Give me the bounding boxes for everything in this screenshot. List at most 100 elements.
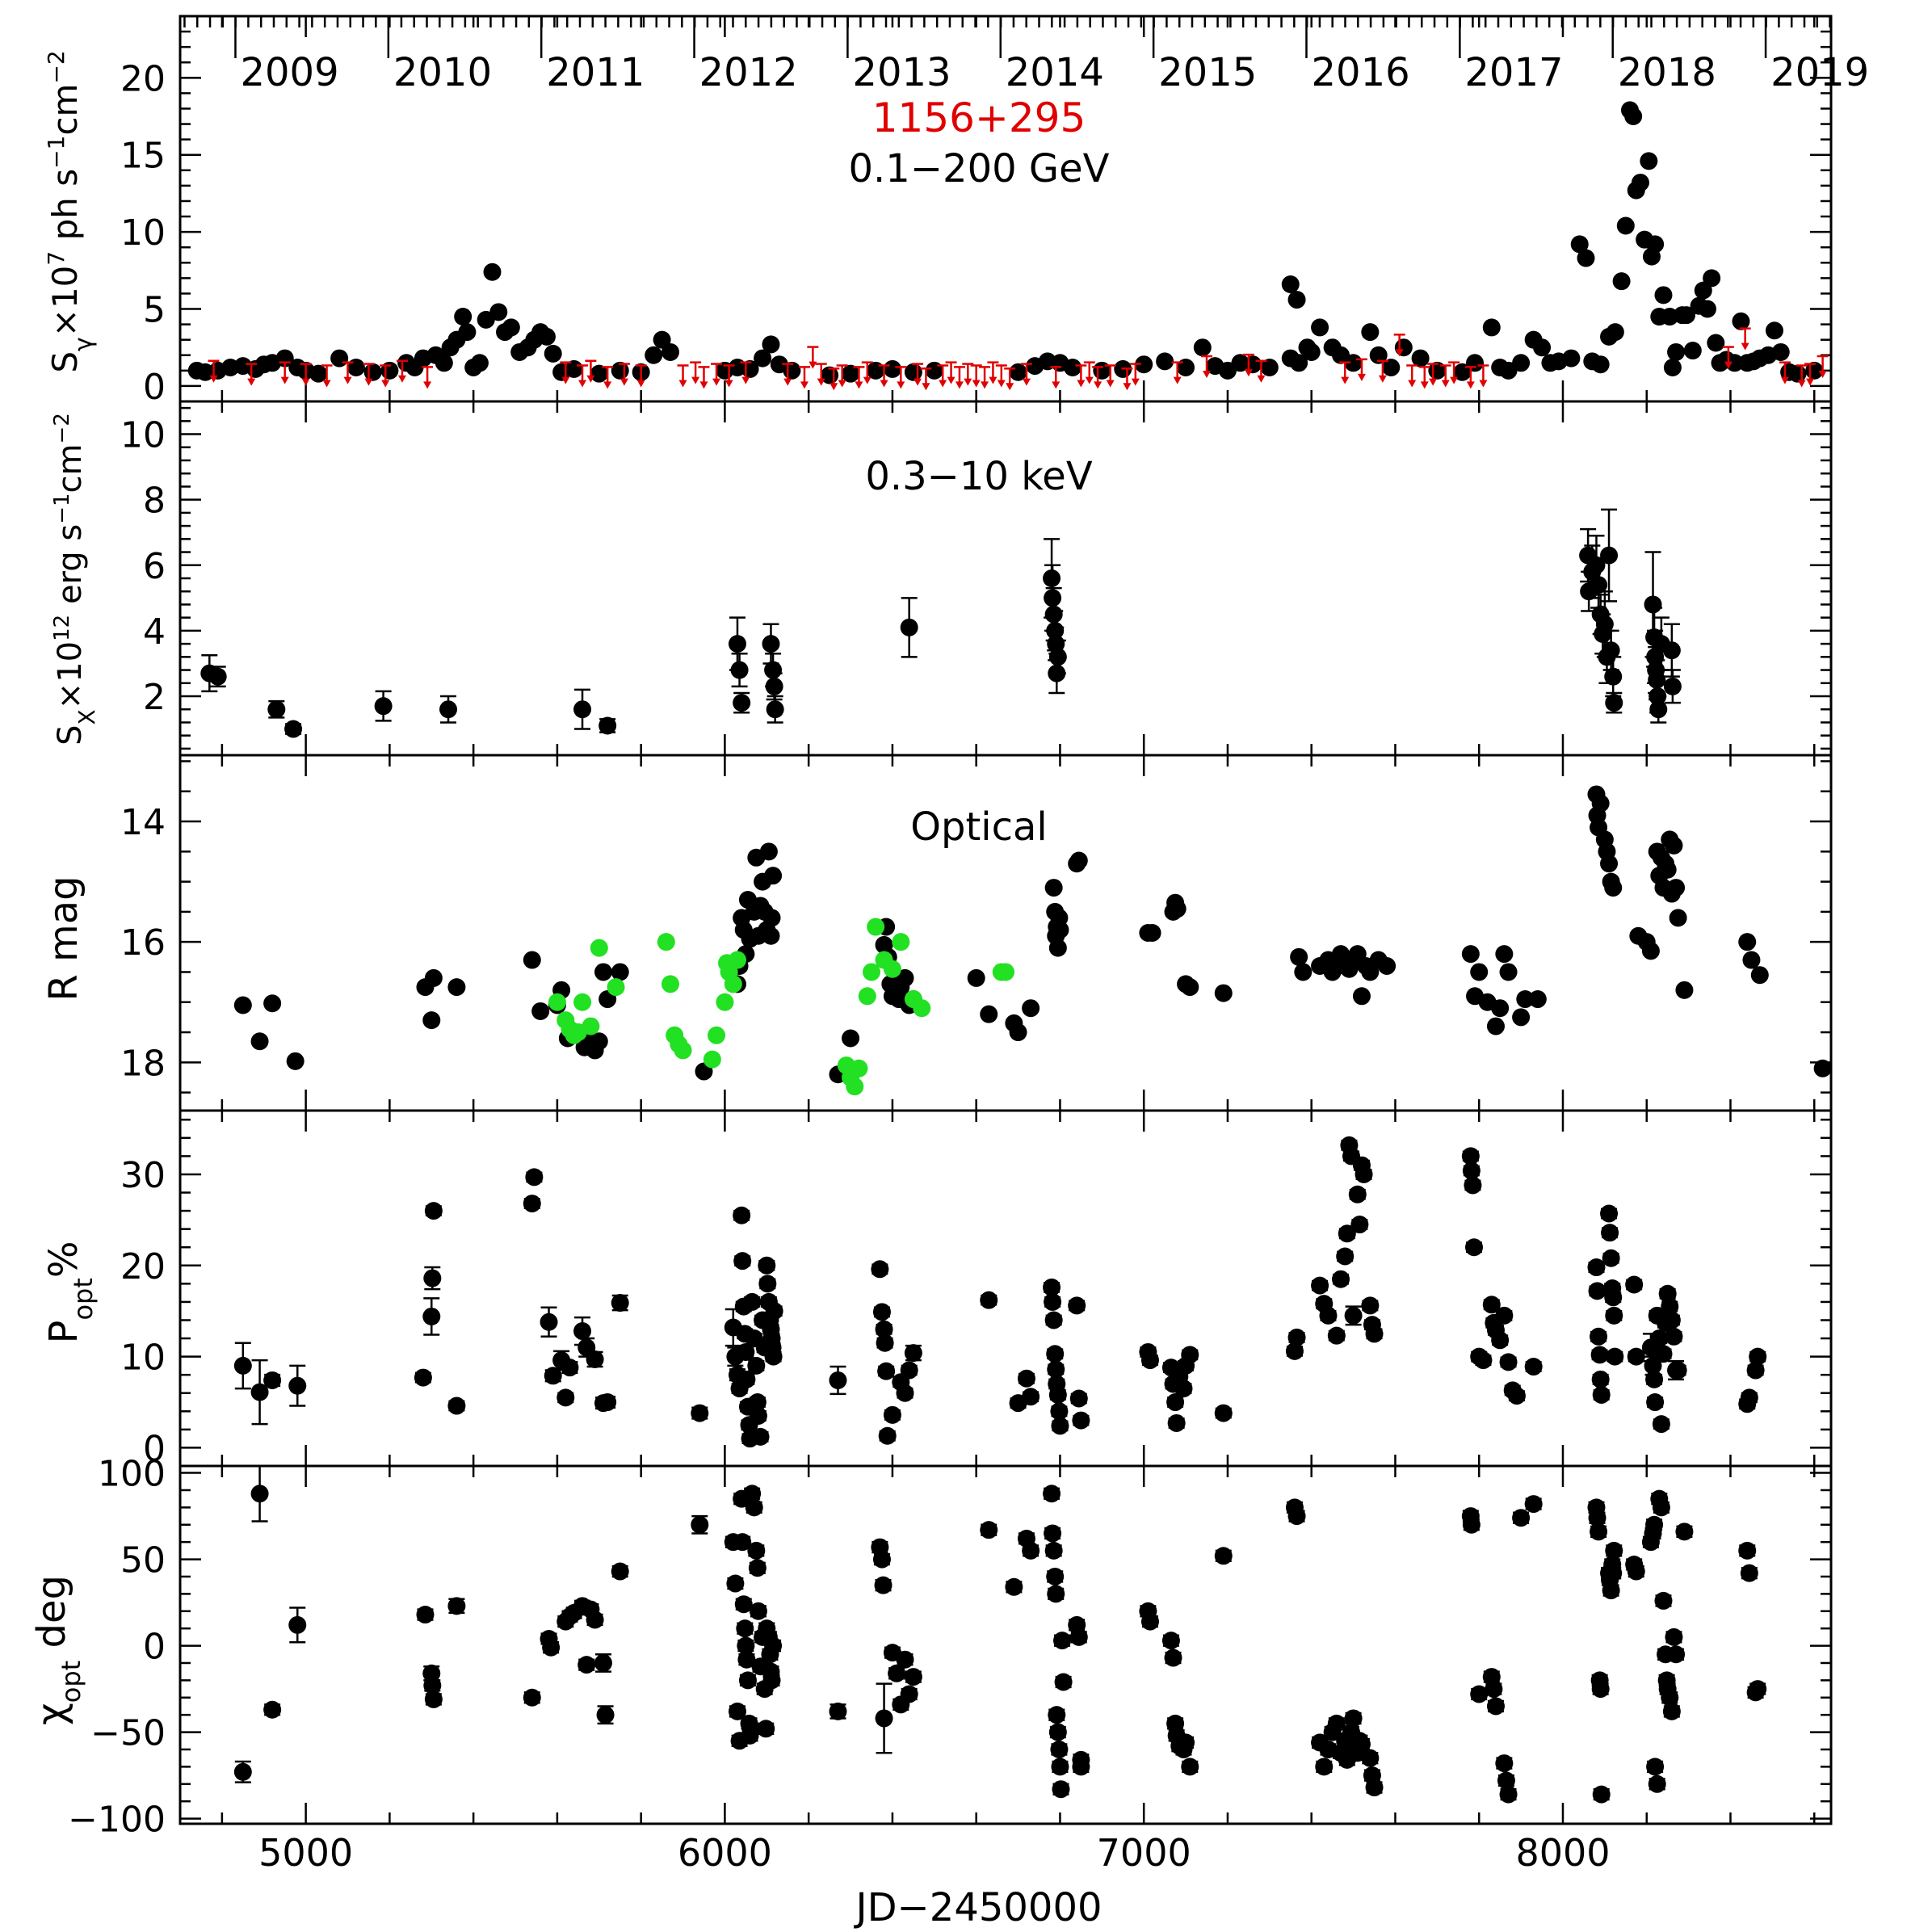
data-point [537,327,556,346]
data-point [764,1347,783,1366]
data-point [1524,1358,1543,1376]
data-point [556,1388,575,1407]
data-point [867,361,885,380]
data-point [1181,1758,1199,1776]
data-point [1051,1758,1069,1776]
y-tick-label: 30 [120,1155,166,1196]
data-point [1361,323,1380,342]
data-point [1048,1386,1067,1404]
data-point [1646,1393,1665,1412]
data-point [1311,1276,1329,1295]
data-point [1601,1224,1619,1242]
data-point [733,694,751,712]
y-tick-label: −100 [68,1800,166,1841]
data-point [1050,1740,1069,1758]
panel-pa: −100 −50 0 50 100 [68,1454,1833,1841]
data-point [1646,1758,1665,1776]
upper-limit-arrow [1085,376,1094,384]
data-point [1048,648,1067,666]
data-point [1350,1216,1369,1234]
data-point [1491,1331,1510,1350]
upper-limit-arrow [1724,361,1732,369]
data-point [738,1671,757,1690]
data-point [363,363,382,381]
upper-limit-arrow [1797,380,1806,388]
data-point [611,963,629,981]
data-point [1495,1754,1514,1773]
data-point [1640,152,1658,170]
data-point [1177,359,1195,377]
data-point [878,1426,897,1445]
data-point-alt [728,951,746,969]
data-point-alt [846,1077,864,1096]
x-tick-label: 7000 [1097,1831,1191,1875]
upper-limit-arrow [397,375,406,383]
data-point [1665,1628,1683,1646]
data-point [1591,355,1610,374]
data-point [1378,957,1396,976]
data-point [1048,1723,1067,1741]
data-point [1600,546,1619,565]
data-point [1044,1311,1063,1329]
upper-limit-arrow [1441,380,1450,388]
upper-limit-arrow [620,378,628,386]
data-point [1738,933,1757,951]
upper-limit-arrow [817,378,825,386]
data-point [759,842,778,861]
data-point [765,1302,783,1321]
year-label: 2017 [1464,50,1563,95]
data-point [1464,1176,1482,1195]
pol-y-label: Popt% [41,1241,99,1344]
data-point [1394,338,1413,357]
data-point [1616,216,1635,235]
data-point [762,909,781,927]
data-point [1612,272,1631,291]
data-point [1662,641,1681,660]
data-point [1600,1204,1619,1223]
data-point [980,1521,998,1539]
data-point [872,1303,891,1321]
data-point [447,978,466,997]
data-point [1650,1329,1669,1348]
data-point-alt [997,963,1014,981]
data-point [1461,945,1480,964]
data-point [414,1368,432,1387]
data-point [1577,249,1595,267]
series-pol [233,1136,1767,1448]
data-point [757,1720,775,1738]
data-point [925,361,943,380]
upper-limit-arrow [1818,371,1827,379]
upper-limit-arrow [1357,373,1366,381]
data-point [1646,235,1665,254]
y-tick-label: 14 [120,802,166,843]
data-point [1009,363,1027,381]
upper-limit-arrow [423,381,432,389]
data-point [1661,1688,1679,1707]
data-point [1644,1356,1662,1375]
data-point [1281,275,1300,293]
data-point [871,1260,889,1279]
upper-limit-arrow [1022,378,1031,386]
data-point [1625,1275,1644,1294]
upper-limit-arrow [830,383,838,391]
data-point [598,716,617,735]
upper-limit-arrow [1420,381,1429,389]
data-point [1047,1585,1065,1603]
data-point [1046,1567,1065,1586]
data-point [900,618,918,636]
data-point [1485,1680,1503,1699]
panel-gamma: 0 5 10 15 20 [120,15,1833,408]
data-point [1464,1238,1483,1257]
data-point [458,323,477,342]
year-label: 2011 [546,50,645,95]
series-xray [200,508,1682,738]
upper-limit-arrow [603,381,612,389]
data-point [523,1195,541,1213]
data-point [1499,963,1518,981]
data-point [1327,1326,1346,1345]
data-point [726,1574,745,1593]
data-point [1336,1247,1354,1266]
data-point [1662,1702,1681,1720]
data-point [1156,352,1174,371]
data-point [1604,1288,1623,1307]
